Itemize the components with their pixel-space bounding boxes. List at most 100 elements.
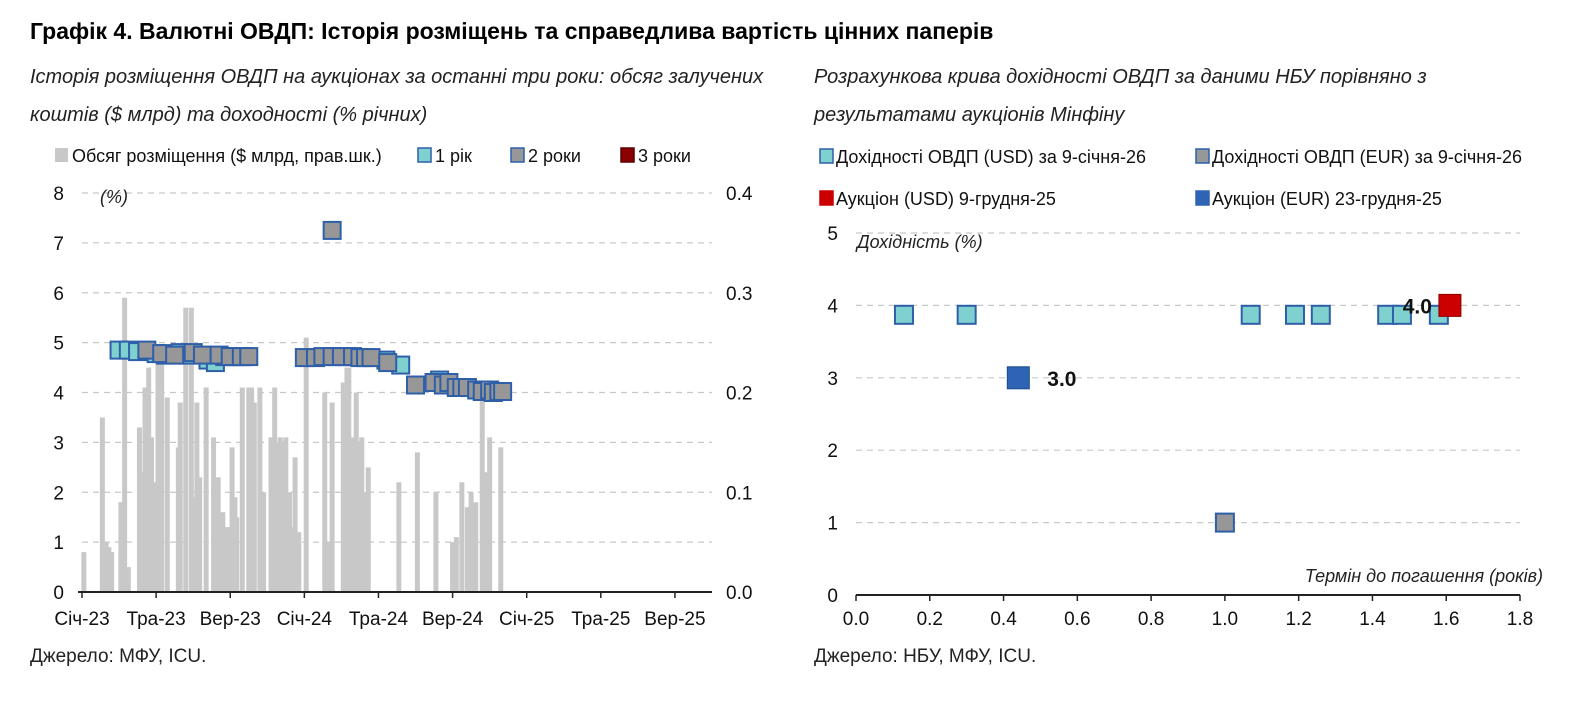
placement-volume-bar [363,492,368,592]
right-x-tick-label: 1.6 [1433,609,1459,630]
right-y-tick-label: 0 [827,586,838,607]
placement-volume-bar [433,492,439,592]
placement-volume-bar [283,437,289,592]
eur-auction-point [1006,366,1030,390]
legend-eur-yield-label: Дохідності ОВДП (EUR) за 9-січня-26 [1212,147,1522,167]
placement-volume-bar [109,552,115,592]
placement-volume-bar [139,472,145,592]
left-subtitle-line1: Історія розміщення ОВДП на аукціонах за … [30,66,764,88]
right-x-tick-label: 1.0 [1212,609,1238,630]
legend-eur-yield-swatch [1195,148,1210,164]
right-y-tick-label: 4 [827,296,838,317]
yield-2y-marker [361,348,381,368]
left-y-tick-label: 2 [53,483,64,504]
placement-volume-bar [353,392,359,592]
placement-volume-bar [277,437,283,592]
yield-2y-marker [493,382,513,402]
placement-volume-bar [118,502,124,592]
placement-volume-bar [292,457,298,592]
placement-volume-bar [484,472,490,592]
placement-volume-bar [365,467,371,592]
right-x-tick-label: 1.8 [1507,609,1533,630]
placement-volume-bar [224,527,230,592]
placement-volume-bar [464,507,470,592]
right-y-axis-label: Дохідність (%) [855,232,983,252]
left-y-tick-label: 4 [53,384,64,405]
right-x-tick-label: 1.4 [1359,609,1386,630]
left-y-tick-label: 3 [53,433,64,454]
placement-volume-bar [194,402,200,592]
usd-auction-point [1438,293,1462,317]
placement-volume-bar [103,542,109,592]
placement-volume-bar [346,367,352,592]
legend-2y-swatch [510,147,525,163]
right-y-tick-label: 1 [827,514,838,535]
placement-volume-bar [81,552,87,592]
legend-usd-auction-swatch [819,190,834,206]
placement-volume-bar [203,387,209,592]
legend-volume-label: Обсяг розміщення ($ млрд, прав.шк.) [72,146,382,166]
right-y-tick-label: 3 [827,369,838,390]
placement-volume-bar [148,437,154,592]
legend-3y-label: 3 роки [638,146,691,166]
placement-volume-bar [136,427,142,592]
legend-eur-auction-label: Аукціон (EUR) 23-грудня-25 [1212,189,1442,209]
left-source-note: Джерело: МФУ, ICU. [30,646,207,667]
placement-volume-bar [296,532,302,592]
left-x-tick-label: Січ-25 [499,609,554,630]
placement-volume-bar [142,387,148,592]
usd-yield-point [1310,304,1331,325]
placement-volume-bar [498,447,504,592]
legend-volume-swatch [55,148,68,162]
placement-volume-bar [191,497,197,592]
placement-volume-bar [146,367,152,592]
placement-volume-bar [479,392,485,592]
left-x-tick-label: Вер-24 [422,609,484,630]
placement-volume-bar [340,382,346,592]
placement-volume-bar [125,567,131,592]
placement-volume-bar [261,492,267,592]
left-chart-subtitle: Історія розміщення ОВДП на аукціонах за … [30,58,790,134]
usd-yield-point [1391,304,1412,325]
yield-2y-marker [378,353,398,373]
right-y-tick-label: 2 [827,441,838,462]
left-x-tick-label: Тра-24 [349,609,409,630]
right-chart-subtitle: Розрахункова крива дохідності ОВДП за да… [814,58,1554,134]
eur-yield-point [1214,512,1235,533]
placement-volume-bar [122,297,128,592]
right-y-tick-label: 5 [827,224,838,245]
right-x-tick-label: 0.0 [843,609,869,630]
right-x-tick-label: 0.4 [990,609,1017,630]
right-x-tick-label: 0.6 [1064,609,1090,630]
right-x-tick-label: 0.8 [1138,609,1164,630]
right-source-note: Джерело: НБУ, МФУ, ICU. [814,646,1037,667]
left-y-tick-label: 1 [53,533,64,554]
right-x-tick-label: 1.2 [1285,609,1311,630]
right-x-tick-label: 0.2 [917,609,943,630]
placement-volume-bar [106,547,112,592]
placement-volume-bar [177,402,183,592]
placement-volume-bar [322,392,328,592]
right-subtitle-line1: Розрахункова крива дохідності ОВДП за да… [814,66,1427,88]
figure-title: Графік 4. Валютні ОВДП: Історія розміщен… [30,18,994,44]
placement-volume-bar [220,512,226,592]
left-y-tick-label: 7 [53,234,64,255]
left-y-tick-label: 0 [53,583,64,604]
yield-2y-marker [406,375,426,395]
placement-volume-bar [414,452,420,592]
yield-2y-marker [192,345,212,365]
placement-volume-bar [197,477,203,592]
placement-volume-bar [159,362,165,592]
placement-volume-bar [211,437,217,592]
placement-volume-bar [396,482,402,592]
usd-yield-point [1284,304,1305,325]
usd-yield-point [956,304,977,325]
placement-volume-bar [246,387,252,592]
left-x-tick-label: Січ-23 [54,609,109,630]
yield-2y-marker [239,347,259,367]
right-y-tick-label: 0.1 [726,483,752,504]
right-x-axis-label: Термін до погашення (років) [1305,566,1543,586]
left-x-tick-label: Вер-23 [200,609,261,630]
placement-volume-bar [287,492,293,592]
